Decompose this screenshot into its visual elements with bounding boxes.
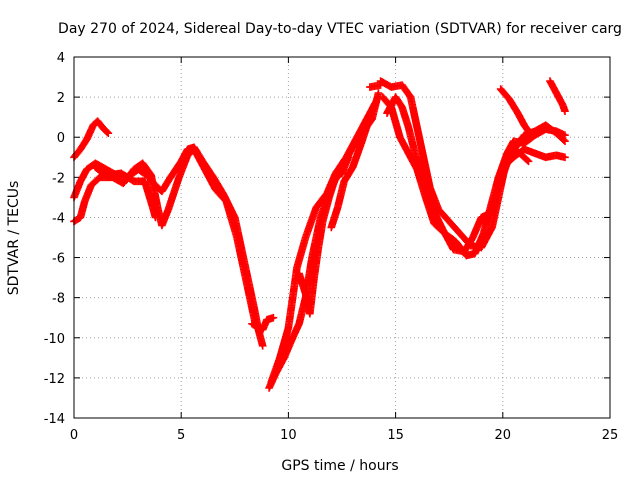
plot-area	[70, 77, 569, 392]
series-track-1	[70, 117, 113, 162]
y-tick-label: -14	[44, 412, 65, 427]
y-tick-label: -2	[52, 171, 65, 186]
data-point	[103, 128, 112, 137]
series-track-8	[295, 153, 353, 318]
x-tick-label: 0	[70, 428, 78, 443]
data-point	[523, 156, 532, 165]
data-point	[560, 136, 568, 145]
x-axis-label: GPS time / hours	[281, 458, 398, 474]
x-tick-label: 10	[280, 428, 297, 443]
data-point	[151, 213, 160, 222]
data-point	[370, 101, 378, 109]
plot-frame	[73, 56, 611, 419]
series-track-5	[248, 313, 278, 334]
x-tick-label: 5	[177, 428, 185, 443]
y-tick-label: -12	[44, 372, 65, 387]
axis-ticks: 0 5 10 15 20 25 -14 -12 -10 -8 -6 -4 -2 0 2 4	[44, 51, 619, 443]
data-point	[524, 157, 533, 166]
series-track-4	[91, 163, 160, 222]
y-axis-label: SDTVAR / TECUs	[6, 181, 22, 296]
series-track-9	[327, 101, 378, 232]
y-tick-label: -8	[52, 292, 65, 307]
series-track-14	[496, 85, 533, 136]
y-tick-label: -4	[52, 211, 65, 226]
x-tick-label: 20	[495, 428, 512, 443]
y-tick-label: 0	[57, 131, 65, 146]
data-point	[344, 153, 353, 162]
y-tick-label: -10	[44, 332, 65, 347]
data-point	[561, 153, 569, 162]
x-tick-label: 25	[602, 428, 619, 443]
data-point	[372, 97, 381, 105]
series-track-15	[546, 77, 569, 115]
data-point	[258, 342, 267, 350]
data-point	[561, 107, 569, 115]
grid-lines	[74, 57, 610, 418]
series-track-16	[366, 81, 385, 91]
data-point	[561, 131, 569, 140]
y-tick-label: 2	[57, 91, 65, 106]
chart-title: Day 270 of 2024, Sidereal Day-to-day VTE…	[58, 21, 622, 37]
y-tick-label: 4	[57, 51, 65, 66]
data-point	[104, 129, 113, 138]
data-point	[561, 137, 569, 146]
y-tick-label: -6	[52, 252, 65, 267]
data-point	[376, 81, 385, 89]
x-tick-label: 15	[387, 428, 404, 443]
series-track-3	[70, 145, 261, 332]
data-point	[524, 127, 533, 136]
series-track-13	[499, 145, 569, 172]
series-track-12	[383, 93, 569, 256]
data-point	[374, 89, 383, 97]
data-point	[269, 313, 278, 322]
